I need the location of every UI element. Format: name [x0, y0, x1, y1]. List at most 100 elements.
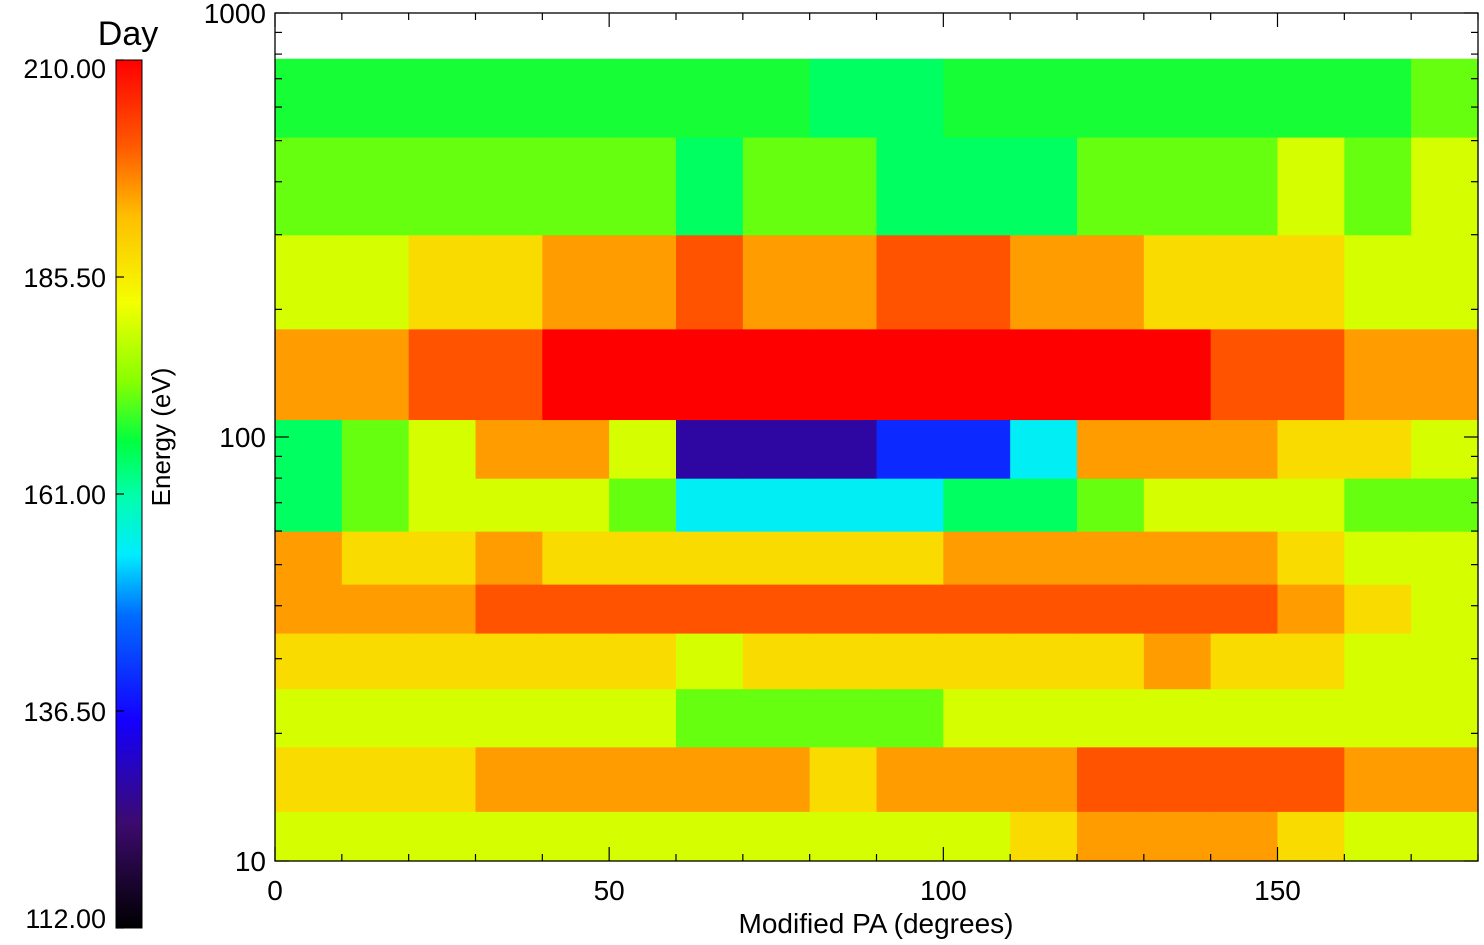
- heatmap-cell: [876, 136, 944, 236]
- heatmap-cell: [609, 746, 677, 812]
- heatmap-cell: [1344, 419, 1412, 479]
- heatmap-cell: [1010, 531, 1078, 585]
- heatmap-cell: [742, 688, 811, 748]
- heatmap-cell: [1010, 328, 1078, 421]
- heatmap-cell: [742, 419, 811, 479]
- heatmap-cell: [742, 478, 811, 532]
- heatmap-cell: [1277, 688, 1345, 748]
- heatmap-cell: [275, 58, 343, 138]
- heatmap-cell: [676, 632, 744, 690]
- heatmap-cell: [475, 58, 543, 138]
- heatmap-cell: [676, 419, 744, 479]
- heatmap-cell: [943, 811, 1011, 862]
- heatmap-cell: [1143, 58, 1212, 138]
- heatmap-cell: [742, 58, 811, 138]
- chart-title: Day: [98, 15, 158, 53]
- heatmap-cell: [676, 58, 744, 138]
- heatmap-cell: [1010, 478, 1078, 532]
- heatmap-cell: [943, 632, 1011, 690]
- heatmap-cell: [1143, 234, 1212, 330]
- x-axis-ticks: 0 50 100 150: [267, 13, 1479, 906]
- heatmap-cell: [408, 58, 477, 138]
- heatmap-cell: [542, 478, 610, 532]
- heatmap-cell: [1277, 328, 1345, 421]
- heatmap-cell: [1344, 136, 1412, 236]
- heatmap-cell: [943, 584, 1011, 634]
- heatmap-cell: [609, 584, 677, 634]
- heatmap-cell: [1277, 234, 1345, 330]
- heatmap-cell: [1210, 688, 1279, 748]
- heatmap-cell: [1277, 811, 1345, 862]
- heatmap-cell: [1077, 811, 1145, 862]
- heatmap-cell: [676, 136, 744, 236]
- heatmap-cell: [943, 234, 1011, 330]
- heatmap-cell: [1143, 419, 1212, 479]
- heatmap-cell: [742, 136, 811, 236]
- heatmap-cell: [1077, 584, 1145, 634]
- heatmap-cell: [408, 136, 477, 236]
- heatmap-cell: [1344, 584, 1412, 634]
- heatmap-cell: [275, 419, 343, 479]
- heatmap-cell: [1210, 632, 1279, 690]
- heatmap-cell: [475, 478, 543, 532]
- heatmap-cell: [876, 478, 944, 532]
- heatmap-cell: [1277, 531, 1345, 585]
- heatmap-cell: [609, 234, 677, 330]
- heatmap-cell: [876, 58, 944, 138]
- heatmap-cell: [542, 632, 610, 690]
- heatmap-cell: [1077, 478, 1145, 532]
- heatmap-cell: [676, 584, 744, 634]
- heatmap-cell: [809, 419, 878, 479]
- heatmap-cell: [609, 531, 677, 585]
- heatmap-cell: [542, 811, 610, 862]
- heatmap-cell: [1411, 688, 1479, 748]
- heatmap-cell: [943, 531, 1011, 585]
- heatmap-cell: [1411, 328, 1479, 421]
- heatmap-cell: [1344, 688, 1412, 748]
- heatmap-cell: [275, 136, 343, 236]
- heatmap-cell: [943, 478, 1011, 532]
- x-tick-label: 150: [1254, 875, 1301, 906]
- heatmap-cell: [1411, 234, 1479, 330]
- heatmap-cell: [1277, 419, 1345, 479]
- heatmap-cell: [475, 136, 543, 236]
- heatmap-cell: [609, 478, 677, 532]
- heatmap-cell: [542, 234, 610, 330]
- heatmap-cell: [1344, 478, 1412, 532]
- colorbar-label: Energy (eV): [146, 368, 176, 507]
- heatmap-cell: [809, 478, 878, 532]
- heatmap-cell: [275, 746, 343, 812]
- heatmap-cell: [1077, 632, 1145, 690]
- heatmap-cell: [742, 746, 811, 812]
- heatmap-cell: [1143, 811, 1212, 862]
- heatmap-cell: [1344, 531, 1412, 585]
- heatmap-cell: [1010, 136, 1078, 236]
- heatmap-cell: [1143, 328, 1212, 421]
- y-tick-label: 1000: [204, 0, 266, 29]
- heatmap-cell: [1344, 632, 1412, 690]
- heatmap-cell: [475, 419, 543, 479]
- heatmap-cell: [1010, 234, 1078, 330]
- heatmap-cell: [676, 328, 744, 421]
- heatmap-cell: [676, 478, 744, 532]
- heatmap-cell: [542, 584, 610, 634]
- heatmap-cell: [1010, 58, 1078, 138]
- heatmap-cell: [609, 632, 677, 690]
- heatmap-cell: [542, 746, 610, 812]
- heatmap-cell: [341, 478, 410, 532]
- heatmap-cell: [1210, 136, 1279, 236]
- heatmap-cell: [475, 688, 543, 748]
- heatmap-cell: [1277, 746, 1345, 812]
- heatmap-cell: [1344, 328, 1412, 421]
- heatmap-cell: [341, 688, 410, 748]
- heatmap-cell: [341, 58, 410, 138]
- heatmap-cell: [676, 688, 744, 748]
- heatmap-cell: [1143, 531, 1212, 585]
- heatmap-cell: [1411, 584, 1479, 634]
- heatmap-cell: [1010, 688, 1078, 748]
- heatmap-cell: [1344, 746, 1412, 812]
- heatmap-cell: [876, 328, 944, 421]
- colorbar-tick-label: 210.00: [23, 54, 106, 84]
- heatmap-cell: [809, 584, 878, 634]
